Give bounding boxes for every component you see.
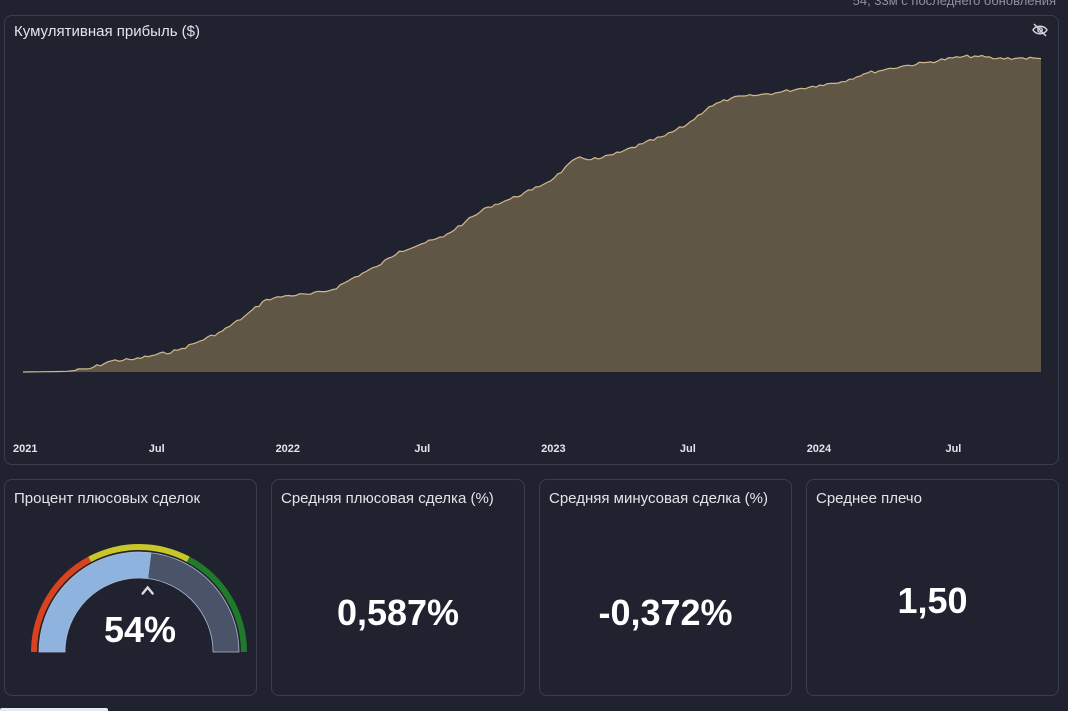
- x-tick-label: 2021: [13, 443, 37, 455]
- avg-win-title: Средняя плюсовая сделка (%): [281, 490, 494, 507]
- gauge-pointer-icon: [141, 585, 154, 595]
- x-tick-label: 2024: [807, 443, 832, 455]
- avg-loss-value: -0,372%: [598, 592, 733, 633]
- avg-leverage-title: Среднее плечо: [816, 490, 922, 507]
- x-tick-label: 2023: [541, 443, 565, 455]
- win-rate-gauge: [31, 544, 247, 653]
- x-tick-label: Jul: [945, 443, 961, 455]
- avg-win-card: Средняя плюсовая сделка (%) 0,587%: [271, 479, 525, 696]
- avg-leverage-card: Среднее плечо 1,50: [806, 479, 1059, 696]
- cumulative-profit-chart: 2021 Jul 2022 Jul 2023 Jul 2024 Jul: [13, 54, 1042, 455]
- win-rate-card: Процент плюсовых сделок 54%: [4, 479, 257, 696]
- avg-win-value: 0,587%: [336, 592, 460, 633]
- win-rate-title: Процент плюсовых сделок: [14, 490, 201, 507]
- eye-off-icon[interactable]: [1032, 23, 1048, 37]
- gauge-fill: [39, 552, 152, 652]
- x-tick-label: Jul: [680, 443, 696, 455]
- avg-loss-title: Средняя минусовая сделка (%): [549, 490, 768, 507]
- gauge-zone-low: [31, 556, 92, 652]
- last-update-note: 54, 33м с последнего обновления: [852, 0, 1056, 8]
- gauge-outline: [38, 551, 240, 653]
- gauge-track: [148, 552, 239, 652]
- chart-title: Кумулятивная прибыль ($): [14, 23, 201, 40]
- x-tick-label: 2022: [276, 443, 300, 455]
- bottom-tab-indicator: [0, 708, 108, 711]
- win-rate-value: 54%: [103, 609, 177, 650]
- gauge-zone-high: [186, 556, 247, 652]
- x-tick-label: Jul: [414, 443, 430, 455]
- cumulative-profit-panel: 2021 Jul 2022 Jul 2023 Jul 2024 Jul Кумулятивна…: [4, 15, 1059, 465]
- avg-loss-card: Средняя минусовая сделка (%) -0,372%: [539, 479, 792, 696]
- profit-area: [23, 55, 1041, 372]
- gauge-zone-mid: [88, 544, 190, 562]
- x-tick-label: Jul: [149, 443, 165, 455]
- avg-leverage-value: 1,50: [897, 580, 968, 621]
- profit-line: [22, 54, 1042, 373]
